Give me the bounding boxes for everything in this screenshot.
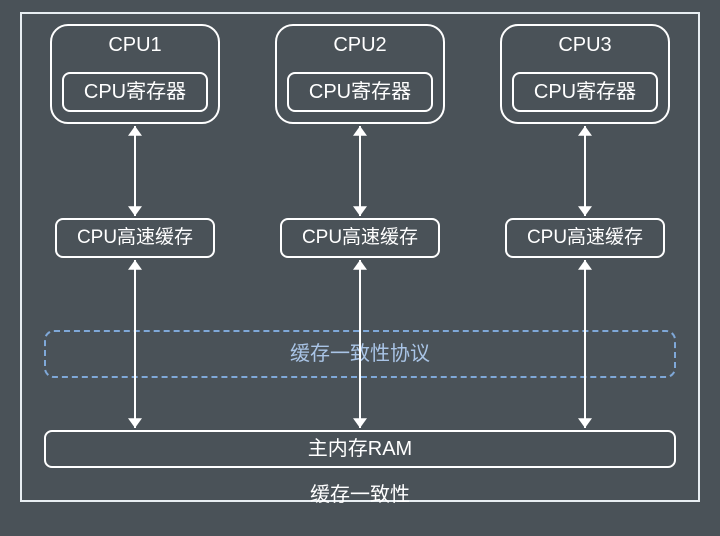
cpu-cache-box-2: CPU高速缓存	[280, 218, 440, 258]
main-ram-box: 主内存RAM	[44, 430, 676, 468]
cpu-register-box: CPU寄存器	[287, 72, 433, 112]
cpu-register-box: CPU寄存器	[62, 72, 208, 112]
cpu-cache-box-1: CPU高速缓存	[55, 218, 215, 258]
cache-coherence-protocol-box: 缓存一致性协议	[44, 330, 676, 378]
cpu-register-box: CPU寄存器	[512, 72, 658, 112]
cpu-title: CPU3	[502, 34, 668, 57]
cpu-box-3: CPU3 CPU寄存器	[500, 24, 670, 124]
ram-label: 主内存RAM	[308, 438, 412, 460]
cpu-title: CPU2	[277, 34, 443, 57]
diagram-caption: 缓存一致性	[0, 478, 720, 507]
cpu-title: CPU1	[52, 34, 218, 57]
cpu-cache-box-3: CPU高速缓存	[505, 218, 665, 258]
protocol-label: 缓存一致性协议	[290, 343, 430, 365]
cpu-box-2: CPU2 CPU寄存器	[275, 24, 445, 124]
cpu-box-1: CPU1 CPU寄存器	[50, 24, 220, 124]
